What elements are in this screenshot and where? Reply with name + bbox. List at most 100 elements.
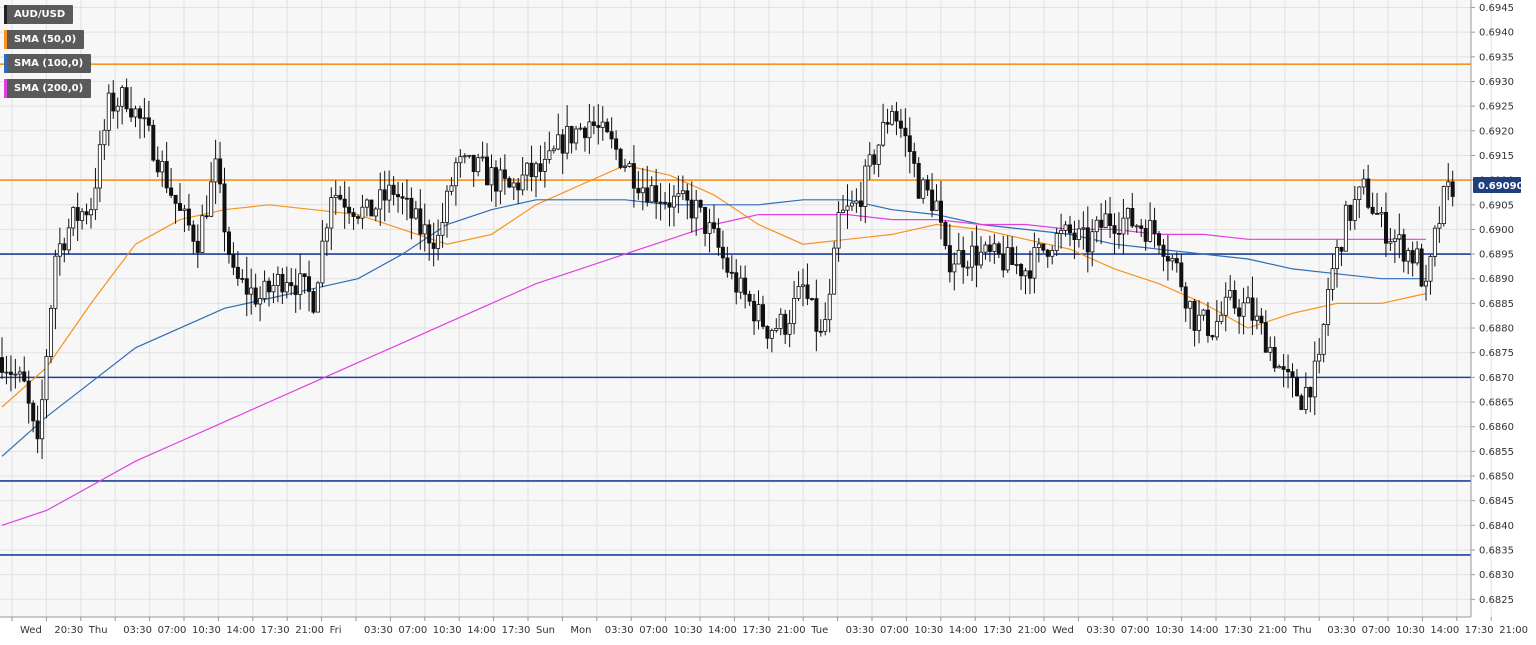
candle-body-down (1072, 232, 1077, 240)
candle-body-up (298, 273, 303, 295)
candle-body-up (262, 280, 267, 300)
x-tick-label: Wed (20, 625, 42, 636)
candle-body-up (1014, 263, 1019, 266)
candle-body-up (53, 255, 58, 309)
legend-swatch-sma200 (4, 79, 7, 98)
x-tick-label: 17:30 (1224, 625, 1253, 636)
candle-body-down (1099, 219, 1104, 228)
x-tick-label: 17:30 (983, 625, 1012, 636)
candle-body-down (137, 108, 142, 119)
candle-body-down (1348, 204, 1353, 221)
candle-body-down (266, 280, 271, 293)
candle-body-down (1152, 220, 1157, 235)
candle-body-down (734, 272, 739, 293)
candle-body-down (1299, 395, 1304, 410)
x-tick-label: 07:00 (398, 625, 427, 636)
candle-body-down (987, 244, 992, 252)
x-tick-label: 03:30 (123, 625, 152, 636)
candle-body-up (623, 165, 628, 168)
legend-item-sma200[interactable]: SMA (200,0) (4, 79, 92, 98)
candle-body-up (360, 206, 365, 219)
candle-body-up (1254, 315, 1259, 321)
candle-body-up (1188, 300, 1193, 309)
y-tick-label: 0.6880 (1479, 324, 1514, 335)
x-tick-label: Thu (88, 625, 108, 636)
x-tick-label: 10:30 (1155, 625, 1184, 636)
candle-body-down (222, 183, 227, 233)
candle-body-up (89, 209, 94, 216)
y-tick-label: 0.6905 (1479, 200, 1514, 211)
x-tick-label: Fri (330, 625, 342, 636)
candle-body-down (404, 197, 409, 200)
candle-body-down (289, 282, 294, 287)
candle-body-down (1028, 270, 1033, 279)
candle-body-down (1366, 178, 1371, 208)
candle-body-down (204, 215, 209, 218)
candle-body-down (1250, 297, 1255, 321)
candle-body-up (480, 156, 485, 159)
candle-body-down (235, 266, 240, 279)
candle-body-down (689, 199, 694, 219)
legend-item-sma50[interactable]: SMA (50,0) (4, 30, 85, 49)
candle-body-down (75, 207, 80, 221)
x-tick-label: 21:00 (777, 625, 806, 636)
last-price-label: 0.69090 (1478, 181, 1524, 192)
candle-body-up (387, 184, 392, 201)
y-tick-label: 0.6855 (1479, 447, 1514, 458)
candle-body-down (409, 197, 414, 219)
candle-body-up (315, 282, 320, 313)
candle-body-down (155, 159, 160, 173)
x-tick-label: 03:30 (364, 625, 393, 636)
candle-body-down (783, 313, 788, 335)
y-tick-label: 0.6925 (1479, 102, 1514, 113)
legend-item-sma100[interactable]: SMA (100,0) (4, 54, 92, 73)
candle-body-up (258, 298, 263, 305)
candle-body-down (596, 125, 601, 128)
candle-body-up (275, 273, 280, 286)
candle-body-up (1317, 353, 1322, 362)
candle-body-up (1090, 231, 1095, 253)
candle-body-down (1450, 181, 1455, 197)
candle-body-down (111, 92, 116, 112)
candle-body-down (431, 242, 436, 249)
candle-body-up (1432, 227, 1437, 257)
candle-body-up (1335, 246, 1340, 269)
candle-body-down (1259, 315, 1264, 324)
y-tick-label: 0.6825 (1479, 595, 1514, 606)
y-tick-label: 0.6945 (1479, 3, 1514, 14)
candle-body-up (1054, 233, 1059, 252)
candle-body-down (667, 202, 672, 208)
candle-body-up (1201, 309, 1206, 316)
candle-body-down (391, 184, 396, 195)
candle-body-up (796, 285, 801, 299)
candle-body-up (422, 224, 427, 235)
candle-body-up (462, 155, 467, 158)
candle-body-up (476, 157, 481, 173)
x-tick-label: 07:00 (1121, 625, 1150, 636)
candle-body-down (173, 194, 178, 204)
x-tick-label: 03:30 (1327, 625, 1356, 636)
legend-item-audusd[interactable]: AUD/USD (4, 5, 74, 24)
candle-body-up (1303, 386, 1308, 410)
candle-body-up (1415, 248, 1420, 264)
candle-body-up (1125, 207, 1130, 219)
candle-body-up (209, 181, 214, 217)
candle-body-down (1085, 227, 1090, 253)
candle-body-down (609, 131, 614, 140)
candle-body-down (195, 240, 200, 253)
candle-body-down (26, 380, 31, 404)
candle-body-up (1197, 314, 1202, 331)
candle-body-down (654, 185, 659, 203)
candle-body-down (240, 277, 245, 280)
candle-body-up (1214, 321, 1219, 338)
candle-body-down (765, 325, 770, 339)
candle-body-up (1392, 238, 1397, 243)
sma-line-sma-50-0- (1, 164, 1427, 408)
y-tick-label: 0.6900 (1479, 225, 1514, 236)
candle-body-down (1019, 263, 1024, 277)
candle-body-down (306, 276, 311, 292)
x-tick-label: 10:30 (1396, 625, 1425, 636)
x-tick-label: 07:00 (639, 625, 668, 636)
y-tick-label: 0.6840 (1479, 521, 1514, 532)
candle-body-down (1263, 322, 1268, 353)
